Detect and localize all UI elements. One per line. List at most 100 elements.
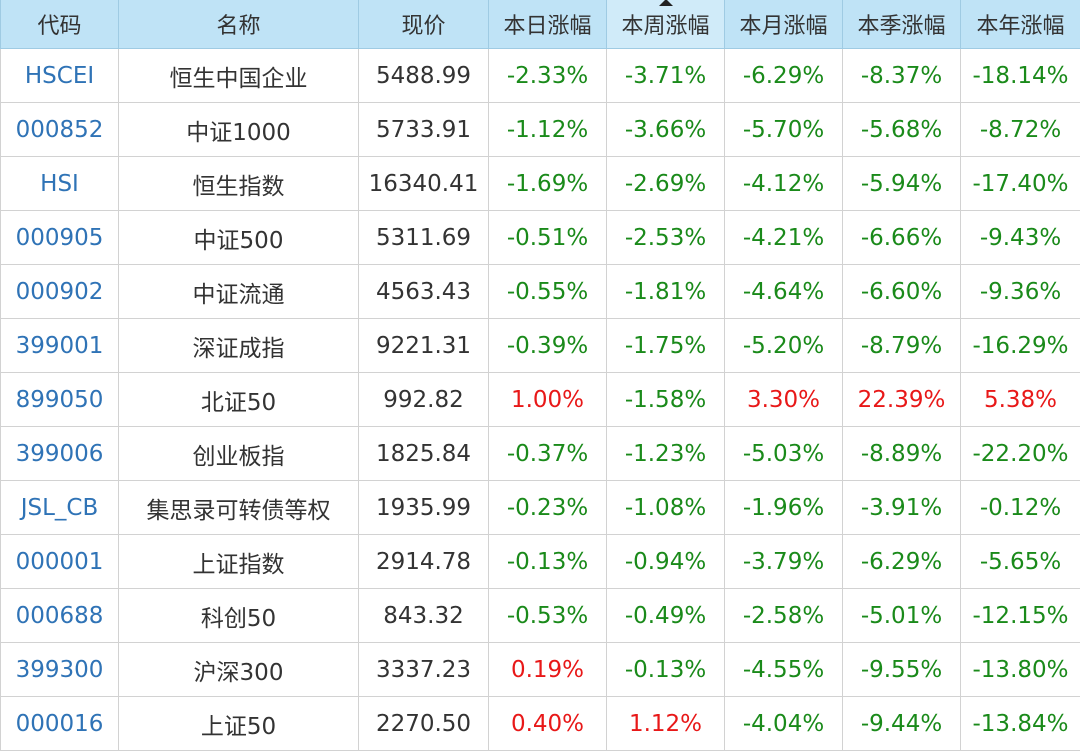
cell-year-change: -17.40% — [960, 156, 1080, 211]
cell-quarter-change: -9.55% — [842, 642, 961, 697]
cell-day-change: -0.55% — [488, 264, 607, 319]
table-row[interactable]: HSI 恒生指数 16340.41 -1.69% -2.69% -4.12% -5.94% -… — [0, 156, 1080, 211]
cell-code: 399001 — [0, 318, 119, 373]
index-code-link[interactable]: 000688 — [15, 602, 104, 629]
cell-day-change: -0.51% — [488, 210, 607, 265]
cell-week-change: -0.13% — [606, 642, 725, 697]
cell-month-change: -5.20% — [724, 318, 843, 373]
index-code-link[interactable]: 399006 — [15, 440, 104, 467]
column-header-name[interactable]: 名称 — [118, 0, 359, 49]
index-code-link[interactable]: HSCEI — [24, 62, 95, 89]
column-header-week-change[interactable]: 本周涨幅 — [606, 0, 725, 49]
cell-price: 2914.78 — [358, 534, 489, 589]
cell-name: 中证1000 — [118, 102, 359, 157]
cell-day-change: -0.53% — [488, 588, 607, 643]
index-code-link[interactable]: HSI — [40, 170, 79, 197]
index-code-link[interactable]: 000905 — [15, 224, 104, 251]
table-row[interactable]: 899050 北证50 992.82 1.00% -1.58% 3.30% 22.39% 5.… — [0, 372, 1080, 427]
cell-price: 16340.41 — [358, 156, 489, 211]
column-header-year-change[interactable]: 本年涨幅 — [960, 0, 1080, 49]
column-header-day-change[interactable]: 本日涨幅 — [488, 0, 607, 49]
column-header-code[interactable]: 代码 — [0, 0, 119, 49]
cell-code: 000016 — [0, 696, 119, 751]
table-header: 代码 名称 现价 本日涨幅 本周涨幅 本月涨幅 本季涨幅 本年涨幅 — [0, 0, 1080, 49]
cell-week-change: -2.53% — [606, 210, 725, 265]
cell-quarter-change: -9.44% — [842, 696, 961, 751]
cell-price: 5488.99 — [358, 48, 489, 103]
cell-name: 深证成指 — [118, 318, 359, 373]
cell-day-change: -1.12% — [488, 102, 607, 157]
cell-month-change: -6.29% — [724, 48, 843, 103]
cell-month-change: -2.58% — [724, 588, 843, 643]
table-body: HSCEI 恒生中国企业 5488.99 -2.33% -3.71% -6.29% -8.3… — [0, 48, 1080, 751]
cell-day-change: 1.00% — [488, 372, 607, 427]
column-header-month-change[interactable]: 本月涨幅 — [724, 0, 843, 49]
cell-year-change: 5.38% — [960, 372, 1080, 427]
cell-year-change: -9.43% — [960, 210, 1080, 265]
index-code-link[interactable]: JSL_CB — [20, 494, 99, 521]
cell-name: 集思录可转债等权 — [118, 480, 359, 535]
index-code-link[interactable]: 399001 — [15, 332, 104, 359]
cell-name: 创业板指 — [118, 426, 359, 481]
cell-month-change: -5.03% — [724, 426, 843, 481]
index-code-link[interactable]: 000852 — [15, 116, 104, 143]
column-header-quarter-change[interactable]: 本季涨幅 — [842, 0, 961, 49]
table-row[interactable]: 000902 中证流通 4563.43 -0.55% -1.81% -4.64% -6.60… — [0, 264, 1080, 319]
cell-week-change: -0.94% — [606, 534, 725, 589]
cell-month-change: -1.96% — [724, 480, 843, 535]
sort-ascending-icon — [658, 0, 673, 6]
column-header-week-change-label: 本周涨幅 — [621, 14, 710, 39]
table-row[interactable]: 000016 上证50 2270.50 0.40% 1.12% -4.04% -9.44% -… — [0, 696, 1080, 751]
cell-name: 上证指数 — [118, 534, 359, 589]
cell-name: 恒生中国企业 — [118, 48, 359, 103]
table-row[interactable]: HSCEI 恒生中国企业 5488.99 -2.33% -3.71% -6.29% -8.3… — [0, 48, 1080, 103]
cell-week-change: -3.71% — [606, 48, 725, 103]
cell-year-change: -9.36% — [960, 264, 1080, 319]
cell-quarter-change: 22.39% — [842, 372, 961, 427]
table-row[interactable]: 000001 上证指数 2914.78 -0.13% -0.94% -3.79% -6.29… — [0, 534, 1080, 589]
table-row[interactable]: 399300 沪深300 3337.23 0.19% -0.13% -4.55% -9.55… — [0, 642, 1080, 697]
cell-week-change: 1.12% — [606, 696, 725, 751]
table-row[interactable]: JSL_CB 集思录可转债等权 1935.99 -0.23% -1.08% -1.96% -… — [0, 480, 1080, 535]
cell-name: 中证500 — [118, 210, 359, 265]
table-row[interactable]: 399006 创业板指 1825.84 -0.37% -1.23% -5.03% -8.89… — [0, 426, 1080, 481]
index-code-link[interactable]: 000001 — [15, 548, 104, 575]
cell-week-change: -3.66% — [606, 102, 725, 157]
cell-code: HSCEI — [0, 48, 119, 103]
cell-code: HSI — [0, 156, 119, 211]
cell-price: 1825.84 — [358, 426, 489, 481]
cell-quarter-change: -8.37% — [842, 48, 961, 103]
cell-code: 000688 — [0, 588, 119, 643]
index-code-link[interactable]: 000902 — [15, 278, 104, 305]
cell-name: 沪深300 — [118, 642, 359, 697]
cell-month-change: -4.55% — [724, 642, 843, 697]
cell-quarter-change: -6.60% — [842, 264, 961, 319]
cell-code: 000905 — [0, 210, 119, 265]
cell-name: 恒生指数 — [118, 156, 359, 211]
cell-week-change: -0.49% — [606, 588, 725, 643]
index-code-link[interactable]: 899050 — [15, 386, 104, 413]
cell-price: 843.32 — [358, 588, 489, 643]
cell-quarter-change: -5.68% — [842, 102, 961, 157]
index-code-link[interactable]: 000016 — [15, 710, 104, 737]
table-row[interactable]: 000688 科创50 843.32 -0.53% -0.49% -2.58% -5.01%… — [0, 588, 1080, 643]
cell-code: 399006 — [0, 426, 119, 481]
index-code-link[interactable]: 399300 — [15, 656, 104, 683]
cell-price: 5311.69 — [358, 210, 489, 265]
table-row[interactable]: 000905 中证500 5311.69 -0.51% -2.53% -4.21% -6.6… — [0, 210, 1080, 265]
cell-day-change: -0.39% — [488, 318, 607, 373]
cell-code: 000852 — [0, 102, 119, 157]
cell-name: 北证50 — [118, 372, 359, 427]
cell-year-change: -5.65% — [960, 534, 1080, 589]
cell-year-change: -0.12% — [960, 480, 1080, 535]
cell-month-change: -4.04% — [724, 696, 843, 751]
cell-name: 中证流通 — [118, 264, 359, 319]
cell-price: 5733.91 — [358, 102, 489, 157]
column-header-price[interactable]: 现价 — [358, 0, 489, 49]
table-row[interactable]: 000852 中证1000 5733.91 -1.12% -3.66% -5.70% -5.… — [0, 102, 1080, 157]
table-row[interactable]: 399001 深证成指 9221.31 -0.39% -1.75% -5.20% -8.79… — [0, 318, 1080, 373]
cell-price: 9221.31 — [358, 318, 489, 373]
cell-week-change: -1.08% — [606, 480, 725, 535]
cell-name: 科创50 — [118, 588, 359, 643]
